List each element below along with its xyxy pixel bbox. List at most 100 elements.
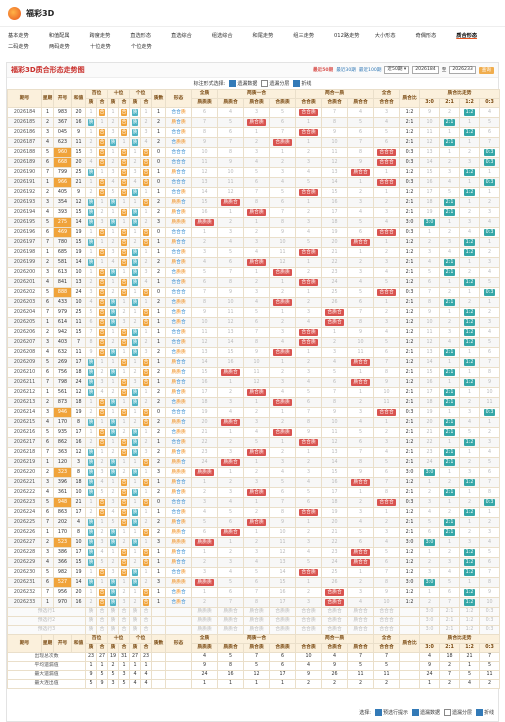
checkbox[interactable]	[411, 709, 419, 716]
cell: 5	[41, 427, 54, 438]
nav-tab[interactable]: 组三走势	[293, 33, 315, 39]
preselect-cell[interactable]: 合	[95, 625, 109, 635]
nav-tab[interactable]: 个位走势	[131, 44, 152, 50]
hit-marker: 质	[87, 389, 95, 396]
preselect-cell[interactable]: 合质质	[269, 607, 297, 617]
preselect-cell[interactable]: 合	[140, 625, 153, 635]
nav-tab[interactable]: 直选形态	[130, 33, 152, 39]
preselect-cell[interactable]: 合	[140, 616, 153, 626]
nav-tab[interactable]: 012路走势	[334, 33, 360, 39]
checkbox[interactable]	[293, 80, 301, 87]
preselect-cell[interactable]: 质	[107, 625, 120, 635]
option[interactable]: 折线	[475, 709, 494, 716]
preselect-cell[interactable]: 质	[85, 607, 97, 617]
preselect-cell[interactable]: 2:1	[439, 625, 461, 635]
preselect-cell[interactable]: 质合质	[243, 625, 271, 635]
preselect-cell[interactable]: 合合合	[373, 607, 401, 617]
preselect-cell[interactable]: 1:2	[459, 616, 481, 626]
nav-tab[interactable]: 跨度走势	[89, 33, 111, 39]
nav-tab[interactable]: 和值配属	[48, 33, 70, 39]
preselect-cell[interactable]: 质	[129, 625, 142, 635]
nav-tab[interactable]: 奇偶形态	[415, 33, 437, 39]
preselect-cell[interactable]: 0:3	[479, 607, 501, 617]
preselect-cell[interactable]: 质合质	[243, 607, 271, 617]
to-input[interactable]: 2026233	[449, 66, 476, 74]
preselect-cell[interactable]: 合	[118, 607, 131, 617]
checkbox[interactable]	[374, 709, 382, 716]
preselect-cell[interactable]: 质	[85, 625, 97, 635]
nav-tab[interactable]: 质合形态	[456, 33, 478, 39]
option[interactable]: 遗漏数据	[229, 80, 257, 87]
nav-tab[interactable]: 直选综合	[171, 33, 192, 39]
query-button[interactable]: 查询	[478, 66, 494, 74]
preselect-cell[interactable]: 质	[85, 616, 97, 626]
quick-link[interactable]: 最近100期	[358, 68, 382, 73]
preselect-cell[interactable]: 合合合	[373, 616, 401, 626]
preselect-cell[interactable]: 合质合	[321, 607, 349, 617]
preselect-cell[interactable]: 3:0	[419, 616, 441, 626]
nav-tab[interactable]: 基本走势	[8, 33, 29, 39]
nav-tab[interactable]: 二码走势	[8, 44, 29, 50]
preselect-cell[interactable]: 合合合	[373, 625, 401, 635]
preselect-cell[interactable]: 质合合	[347, 607, 375, 617]
preselect-cell[interactable]: 合合质	[295, 625, 323, 635]
option[interactable]: 遗漏分层	[443, 709, 472, 716]
preselect-cell[interactable]: 质质合	[217, 625, 245, 635]
preselect-cell[interactable]: 质	[107, 616, 120, 626]
preselect-cell[interactable]: 2:1	[439, 616, 461, 626]
preselect-cell[interactable]: 1:2	[459, 607, 481, 617]
nav-tab[interactable]: 大小形态	[374, 33, 396, 39]
preselect-cell[interactable]: 合	[95, 616, 109, 626]
preselect-cell[interactable]: 质质质	[191, 625, 219, 635]
miss-value: 11	[321, 147, 349, 158]
miss-value: 1	[118, 417, 131, 428]
checkbox[interactable]	[229, 80, 237, 87]
checkbox[interactable]	[475, 709, 483, 716]
quick-link[interactable]: 最近50期	[313, 68, 334, 73]
preselect-cell[interactable]: 质	[107, 607, 120, 617]
nav-tab[interactable]: 和尾走势	[252, 33, 274, 39]
nav-tab[interactable]: 组选综合	[211, 33, 233, 39]
miss-value: 8	[373, 577, 401, 588]
stats-row: 出现总次数 23 27 19 31 27 23 4 5 7 6 10 4 7 7 4 18 21 7	[7, 652, 501, 662]
preselect-cell[interactable]: 合质质	[269, 625, 297, 635]
preselect-cell[interactable]: 合质质	[269, 616, 297, 626]
preselect-cell[interactable]: 合	[140, 607, 153, 617]
checkbox[interactable]	[443, 709, 451, 716]
preselect-cell[interactable]: 合	[118, 616, 131, 626]
hit-cell: 合	[118, 107, 131, 118]
miss-value: 4	[107, 177, 120, 188]
preselect-cell[interactable]: 质	[129, 616, 142, 626]
preselect-cell[interactable]: 质质质	[191, 607, 219, 617]
preselect-cell[interactable]: 2:1	[439, 607, 461, 617]
option[interactable]: 遗漏数据	[411, 709, 440, 716]
nav-tab[interactable]: 两码走势	[49, 44, 70, 50]
preselect-cell[interactable]: 合合质	[295, 616, 323, 626]
preselect-cell[interactable]: 合质合	[321, 616, 349, 626]
from-input[interactable]: 2026184	[412, 66, 439, 74]
preselect-cell[interactable]: 合质合	[321, 625, 349, 635]
quick-link[interactable]: 最近30期	[336, 68, 356, 73]
preselect-cell[interactable]: 0:3	[479, 616, 501, 626]
period-select[interactable]: 近50期 ▾	[384, 66, 410, 74]
preselect-cell[interactable]: 1:2	[459, 625, 481, 635]
option[interactable]: 折线	[293, 80, 311, 87]
preselect-cell[interactable]: 质	[129, 607, 142, 617]
preselect-cell[interactable]: 质质合	[217, 616, 245, 626]
preselect-cell[interactable]: 合	[95, 607, 109, 617]
preselect-cell[interactable]: 质质合	[217, 607, 245, 617]
preselect-cell[interactable]: 合	[118, 625, 131, 635]
preselect-cell[interactable]: 3:0	[419, 625, 441, 635]
preselect-cell[interactable]: 3:0	[419, 607, 441, 617]
logo[interactable]: 福彩3D	[26, 8, 55, 18]
preselect-cell[interactable]: 质合质	[243, 616, 271, 626]
preselect-cell[interactable]: 质合合	[347, 625, 375, 635]
option[interactable]: 预选行提示	[374, 709, 408, 716]
preselect-cell[interactable]: 合合质	[295, 607, 323, 617]
nav-tab[interactable]: 十位走势	[90, 44, 111, 50]
option[interactable]: 遗漏分层	[261, 80, 289, 87]
preselect-cell[interactable]: 质合合	[347, 616, 375, 626]
preselect-cell[interactable]: 0:3	[479, 625, 501, 635]
checkbox[interactable]	[261, 80, 269, 87]
preselect-cell[interactable]: 质质质	[191, 616, 219, 626]
